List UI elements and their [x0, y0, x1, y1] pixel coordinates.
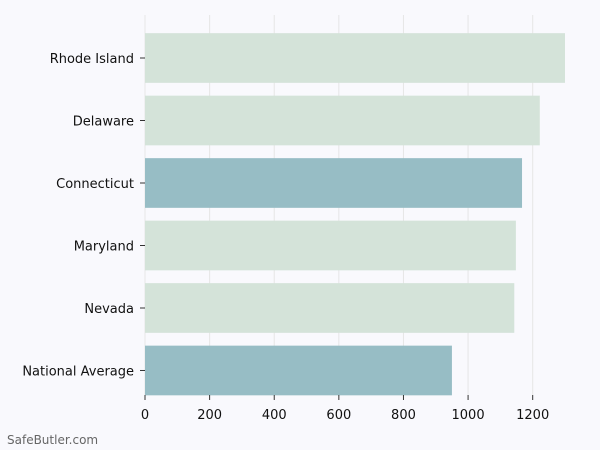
x-tick-label: 1200: [516, 408, 549, 423]
bar: [145, 95, 540, 146]
x-tick-label: 1000: [452, 408, 485, 423]
source-watermark: SafeButler.com: [7, 433, 99, 447]
bar: [145, 283, 515, 333]
y-tick-label: Maryland: [74, 239, 134, 254]
y-tick-label: Nevada: [84, 302, 134, 317]
bar: [145, 33, 565, 83]
y-axis: Rhode Island Delaware Connecticut Maryland N…: [22, 52, 145, 379]
x-tick-label: 800: [391, 408, 416, 423]
y-tick-label: National Average: [22, 364, 134, 379]
x-tick-label: 0: [141, 408, 149, 423]
x-tick-label: 200: [197, 408, 222, 423]
y-tick-label: Delaware: [73, 114, 134, 129]
x-tick-label: 400: [262, 408, 287, 423]
x-axis: 0 200 400 600 800 1000 1200: [141, 395, 549, 423]
y-tick-label: Connecticut: [56, 177, 134, 192]
y-tick-label: Rhode Island: [50, 52, 134, 67]
x-tick-label: 600: [326, 408, 351, 423]
bars: [145, 33, 565, 396]
bar: [145, 220, 516, 271]
bar: [145, 158, 523, 208]
bar: [145, 345, 452, 396]
